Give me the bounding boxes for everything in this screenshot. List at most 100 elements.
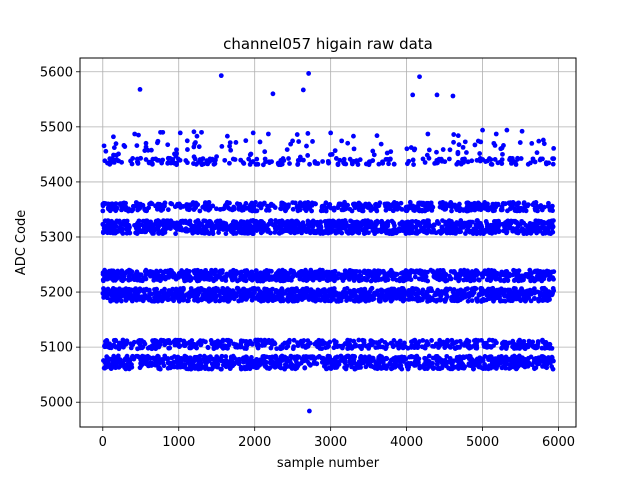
data-point xyxy=(310,223,316,229)
data-point xyxy=(525,203,530,209)
data-point xyxy=(440,199,446,205)
data-point xyxy=(254,208,260,214)
data-point xyxy=(101,286,106,291)
data-point xyxy=(366,342,372,348)
data-point xyxy=(528,298,534,304)
data-point xyxy=(200,287,206,293)
data-point xyxy=(358,287,364,292)
data-point xyxy=(380,364,386,369)
data-point xyxy=(109,362,115,368)
data-point xyxy=(185,220,191,226)
data-point xyxy=(446,343,452,349)
data-point xyxy=(428,204,434,210)
data-point xyxy=(209,224,215,229)
data-point xyxy=(154,354,160,360)
data-point xyxy=(532,206,538,212)
data-point xyxy=(378,344,383,350)
data-point xyxy=(486,337,492,343)
data-point xyxy=(286,294,291,300)
data-point xyxy=(468,363,474,369)
data-point xyxy=(420,338,426,343)
data-point xyxy=(439,225,445,230)
data-point xyxy=(391,220,397,226)
data-point xyxy=(276,274,282,280)
data-point xyxy=(191,268,197,274)
data-point xyxy=(471,276,476,281)
data-point xyxy=(146,287,152,293)
data-point xyxy=(481,340,487,346)
data-point xyxy=(107,345,113,351)
data-point xyxy=(346,345,352,351)
data-point xyxy=(525,342,531,348)
data-point xyxy=(258,357,263,363)
data-point xyxy=(111,277,117,283)
data-point xyxy=(549,355,555,361)
data-point xyxy=(307,362,313,368)
data-point xyxy=(544,292,550,298)
data-point xyxy=(217,273,223,279)
data-point xyxy=(201,224,207,230)
data-point xyxy=(154,206,160,212)
data-point xyxy=(291,221,296,227)
data-point xyxy=(350,223,356,229)
data-point xyxy=(521,200,527,205)
data-point xyxy=(120,269,125,275)
data-point xyxy=(284,288,290,294)
data-point xyxy=(409,343,415,349)
data-point xyxy=(104,358,110,364)
data-point xyxy=(281,273,286,278)
data-point xyxy=(206,358,212,364)
data-point xyxy=(319,338,325,344)
data-point xyxy=(298,271,304,277)
data-point xyxy=(312,201,318,206)
data-point xyxy=(369,285,375,291)
data-point xyxy=(352,219,358,225)
data-point xyxy=(142,226,147,231)
data-point xyxy=(437,290,443,295)
data-point xyxy=(429,338,434,343)
data-point xyxy=(269,202,275,208)
data-point xyxy=(151,274,157,279)
data-point xyxy=(541,296,547,301)
data-point xyxy=(124,338,130,344)
data-point xyxy=(202,202,208,208)
data-point xyxy=(254,361,260,367)
data-point xyxy=(286,340,292,345)
data-point xyxy=(292,200,298,206)
data-point xyxy=(337,343,343,349)
data-point xyxy=(122,363,128,368)
data-point xyxy=(178,287,184,293)
data-point xyxy=(344,298,349,303)
data-point xyxy=(118,363,123,369)
data-point xyxy=(333,230,339,236)
data-point xyxy=(470,357,476,363)
data-point xyxy=(283,208,288,214)
data-point xyxy=(408,223,414,229)
data-point xyxy=(546,224,552,230)
data-point xyxy=(530,225,536,231)
data-point xyxy=(402,344,408,350)
data-point xyxy=(229,207,235,213)
data-point xyxy=(460,361,466,367)
data-point xyxy=(406,364,412,370)
data-point xyxy=(454,274,460,280)
data-point xyxy=(128,345,134,351)
data-point xyxy=(233,271,238,277)
data-point xyxy=(377,228,383,233)
data-point xyxy=(168,363,173,369)
data-point xyxy=(133,271,139,277)
data-point xyxy=(100,271,106,277)
data-point xyxy=(435,366,441,371)
data-point xyxy=(174,224,180,229)
data-point xyxy=(516,296,521,302)
data-point xyxy=(327,202,333,207)
data-point xyxy=(173,231,179,237)
data-point xyxy=(463,231,468,236)
data-point xyxy=(300,286,306,292)
data-point xyxy=(195,218,201,223)
data-point xyxy=(472,227,478,233)
data-point xyxy=(279,353,285,359)
data-point xyxy=(426,286,431,292)
data-point xyxy=(166,337,172,343)
data-point xyxy=(384,356,390,362)
